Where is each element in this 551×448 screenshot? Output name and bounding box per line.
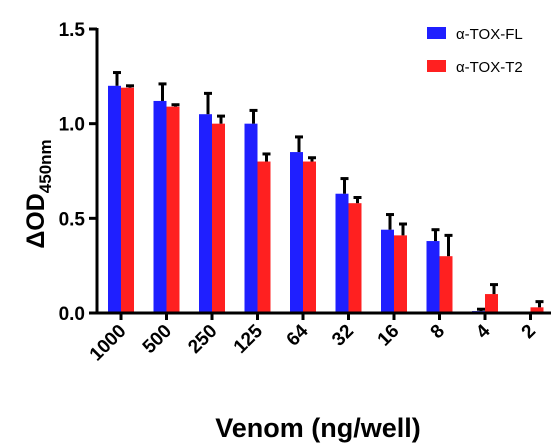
bar (426, 241, 440, 313)
y-axis-title: ΔOD450nm (22, 139, 55, 248)
legend-swatch-fl (427, 27, 446, 39)
legend-label-t2: α-TOX-T2 (456, 59, 523, 76)
bar (290, 152, 303, 313)
legend-label-fl: α-TOX-FL (456, 26, 523, 43)
bar (485, 294, 498, 313)
x-tick-label: 500 (139, 321, 176, 358)
x-axis-ticks: 1000 500 250 125 64 32 16 8 4 2 (86, 313, 540, 365)
x-tick-label: 4 (472, 320, 495, 343)
bar (212, 123, 225, 314)
x-tick-label: 2 (518, 321, 540, 343)
bar (439, 256, 453, 313)
bar (381, 229, 394, 313)
bar (530, 307, 544, 313)
y-axis-title-sub: 450nm (36, 139, 55, 193)
bar (121, 87, 134, 314)
x-tick-label: 125 (230, 320, 268, 358)
bar (199, 114, 212, 313)
bar (348, 203, 362, 313)
bar (303, 161, 316, 313)
x-axis-title: Venom (ng/well) (215, 413, 421, 443)
x-tick-label: 32 (328, 321, 358, 351)
x-tick-label: 8 (427, 321, 449, 343)
bar (108, 85, 121, 313)
x-tick-label: 64 (283, 320, 313, 350)
bar (394, 235, 407, 313)
x-tick-label: 1000 (86, 321, 131, 366)
bar (257, 161, 271, 313)
bar (153, 100, 167, 314)
y-axis-title-main: OD (22, 193, 50, 231)
legend-swatch-t2 (427, 60, 446, 72)
legend: α-TOX-FL α-TOX-T2 (427, 26, 523, 76)
y-tick-label: 1.0 (59, 115, 85, 136)
y-axis-ticks: 0.0 0.5 1.0 1.5 (59, 20, 97, 325)
bar (244, 123, 258, 314)
x-tick-label: 16 (374, 321, 404, 351)
y-tick-label: 0.5 (59, 209, 86, 230)
y-tick-label: 1.5 (59, 20, 86, 41)
bar (335, 193, 349, 313)
bar (166, 106, 180, 313)
x-tick-label: 250 (184, 321, 221, 358)
y-tick-label: 0.0 (59, 304, 85, 325)
bars (108, 71, 544, 314)
y-axis-title-delta: Δ (22, 231, 50, 249)
